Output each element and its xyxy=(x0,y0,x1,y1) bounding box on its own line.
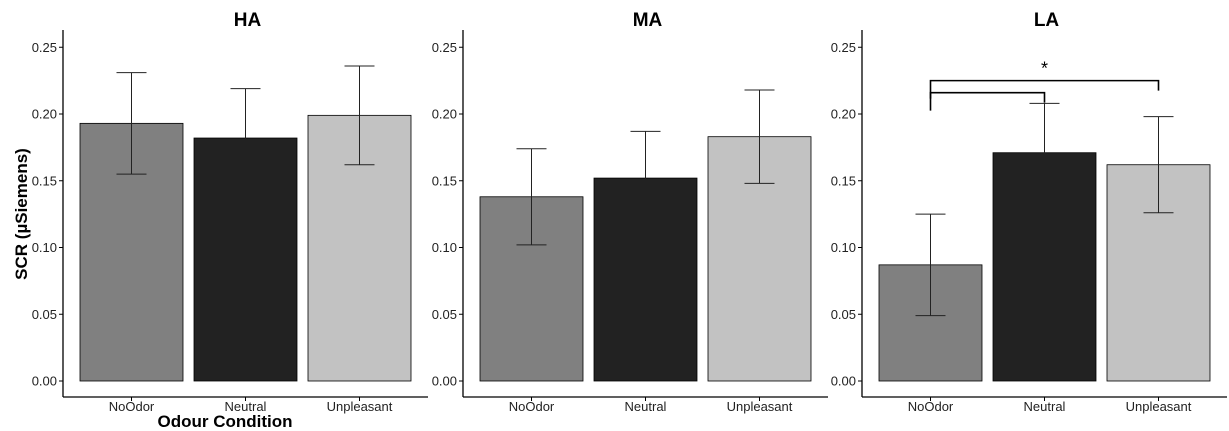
y-tick-label: 0.00 xyxy=(432,374,457,389)
y-tick-label: 0.10 xyxy=(432,240,457,255)
y-tick-label: 0.15 xyxy=(831,173,856,188)
y-tick-label: 0.15 xyxy=(32,173,57,188)
error-bar-noodor xyxy=(915,213,946,317)
x-tick-label: Neutral xyxy=(1024,399,1066,414)
error-bar-noodor xyxy=(116,72,147,175)
y-tick-label: 0.00 xyxy=(831,374,856,389)
x-tick-label: Unpleasant xyxy=(727,399,793,414)
error-bar-neutral xyxy=(630,130,661,226)
y-tick-label: 0.25 xyxy=(432,40,457,55)
y-tick-label: 0.10 xyxy=(831,240,856,255)
panel-title: HA xyxy=(234,10,262,31)
y-tick-label: 0.25 xyxy=(831,40,856,55)
y-tick-label: 0.15 xyxy=(432,173,457,188)
panel-title: MA xyxy=(633,10,663,31)
panel-ma: MA 0.00 0.05 0.10 0.15 0.20 0.25 NoOdor Neutral U… xyxy=(432,10,828,414)
panel-title: LA xyxy=(1034,10,1060,31)
x-axis-title: Odour Condition xyxy=(157,412,292,431)
error-bar-unpleasant xyxy=(344,65,375,166)
y-tick-label: 0.20 xyxy=(831,107,856,122)
x-tick-label: NoOdor xyxy=(908,399,954,414)
y-tick-label: 0.20 xyxy=(432,107,457,122)
y-axis-title: SCR (µSiemens) xyxy=(12,148,31,280)
y-tick-label: 0.05 xyxy=(32,307,57,322)
error-bar-unpleasant xyxy=(1143,116,1174,214)
y-tick-label: 0.20 xyxy=(32,107,57,122)
x-tick-label: Unpleasant xyxy=(327,399,393,414)
error-bar-neutral xyxy=(1029,102,1060,203)
x-tick-label: Neutral xyxy=(625,399,667,414)
y-tick-label: 0.05 xyxy=(831,307,856,322)
panel-la: LA 0.00 0.05 0.10 0.15 0.20 0.25 NoOdor Neutral U… xyxy=(831,10,1227,414)
error-bar-unpleasant xyxy=(744,89,775,184)
y-tick-label: 0.00 xyxy=(32,374,57,389)
error-bar-neutral xyxy=(230,88,261,188)
panel-ha: HA 0.00 0.05 0.10 0.15 0.20 0.25 NoOdor Neutral U… xyxy=(12,10,428,431)
significance-bracket xyxy=(929,91,1046,111)
significance-bracket xyxy=(929,79,1160,99)
x-tick-label: NoOdor xyxy=(509,399,555,414)
error-bar-noodor xyxy=(516,148,547,246)
y-tick-label: 0.10 xyxy=(32,240,57,255)
x-tick-label: Neutral xyxy=(225,399,267,414)
x-tick-label: NoOdor xyxy=(109,399,155,414)
y-tick-label: 0.05 xyxy=(432,307,457,322)
y-tick-label: 0.25 xyxy=(32,40,57,55)
significance-marker: * xyxy=(1041,59,1048,79)
x-tick-label: Unpleasant xyxy=(1126,399,1192,414)
